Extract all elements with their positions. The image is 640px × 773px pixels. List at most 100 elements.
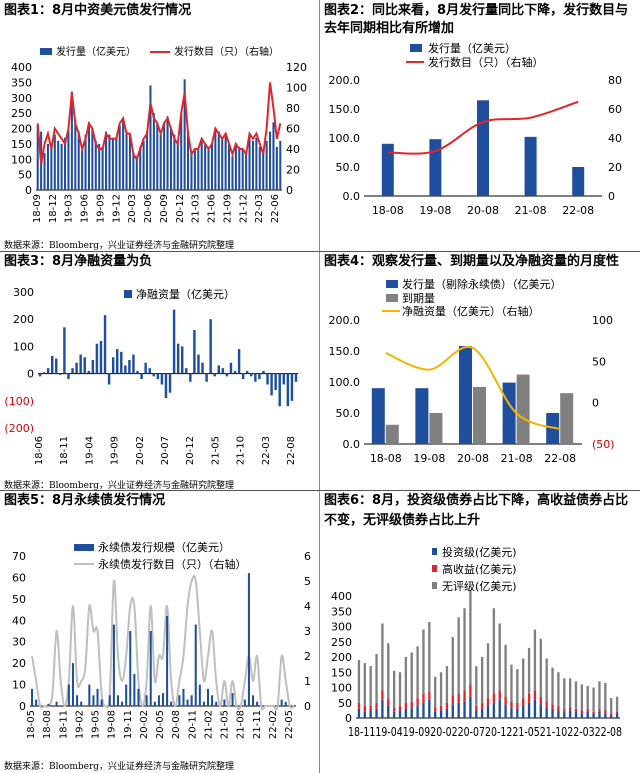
bar [125,131,128,190]
bar [459,346,472,444]
bar-segment [557,672,560,706]
legend-label: 发行数目（只）（右轴） [174,45,279,58]
x-tick-label: 20-11 [187,710,198,739]
bar [77,131,80,190]
bar [477,100,489,196]
bar [156,373,160,380]
bar [136,370,139,374]
y-tick-label: 100.0 [329,132,361,145]
bar [55,701,58,706]
bar-segment [510,664,513,702]
bar [266,373,269,385]
bar [516,374,530,444]
bar [265,140,268,190]
bar-segment [498,690,501,700]
bar [116,349,119,374]
bar [282,373,285,385]
bar [67,684,70,706]
y2-tick-label: 20 [286,164,300,177]
bar-segment [539,704,542,718]
bar-segment [504,696,507,705]
bar-segment [369,710,372,718]
bar-segment [533,690,537,700]
y-tick-label: 30 [12,636,26,649]
y-tick-label: 350 [11,76,32,89]
bar [75,362,78,374]
bar [139,146,142,190]
y-tick-label: 60 [12,571,26,584]
legend-swatch-bar [74,544,94,551]
bar [173,134,176,190]
bar [228,143,231,190]
x-tick-label: 20-09 [159,194,170,223]
bar-segment [527,647,531,694]
bar-segment [498,699,501,718]
y-tick-label: 150.0 [329,345,361,358]
bar-segment [398,705,402,711]
x-tick-label: 19-12 [111,194,122,223]
legend-label: 发行数目（只）（右轴） [428,55,544,69]
x-tick-label: 20-05 [155,710,166,739]
bar [153,701,156,706]
bar-segment [522,658,525,699]
bar [43,153,46,190]
bar-segment [615,711,619,714]
bar [92,695,95,706]
bar [91,360,95,374]
bar [238,146,241,190]
bar [144,362,147,374]
y-tick-label: 100.0 [329,376,361,389]
bar-segment [387,643,390,699]
bar [142,140,145,190]
bar [294,373,298,382]
bar [38,373,42,377]
y2-tick-label: 40 [286,143,300,156]
bar [101,146,104,190]
y-tick-label: 250 [331,636,352,649]
x-tick-label: 18-08 [372,204,404,217]
bar [185,368,188,374]
bar [140,373,143,380]
bar-segment [527,693,531,703]
bar-segment [516,669,519,703]
y2-tick-label: 0 [286,184,293,197]
bar-segment [457,693,460,703]
legend-label: 永续债发行数目（只）（右轴） [98,557,247,571]
bar-segment [434,676,437,708]
y-tick-label: 200.0 [329,314,361,327]
chart-net-financing: (200) (100) 0 100 200 300 18-06 18-11 19-04 19-09… [4,286,298,465]
bar-segment [357,660,361,703]
bar [111,137,114,190]
panel2-title-line1: 图表2：同比来看，8月发行量同比下降，发行数目与 [324,3,629,18]
bar [215,701,218,706]
bar [122,119,125,190]
x-tick-label: 20-06 [143,194,154,223]
legend-swatch-bar [386,294,398,302]
bar-segment [604,713,607,718]
bar [146,131,149,190]
legend-swatch-bar [124,290,132,298]
bar [112,624,115,706]
x-tick-label: 19-02 [74,710,85,739]
bar [224,134,227,190]
y-tick-label: 150 [11,138,32,151]
panel1-title: 图表1：8月中资美元债发行情况 [4,3,192,18]
bar [234,143,237,190]
y2-tick-label: (50) [592,438,615,451]
bar [204,143,207,190]
series-line [387,100,579,155]
bar [181,346,184,374]
bar [51,355,54,374]
x-tick-label: 18-11 [58,710,69,739]
bar [115,137,118,190]
bar [36,125,39,190]
bar [210,143,213,190]
bar-segment [557,705,560,711]
bar-segment [545,658,548,702]
bar-segment [504,704,507,718]
source-note-2: 数据来源：Bloomberg，兴业证券经济与金融研究院整理 [4,481,235,491]
bar [169,128,172,190]
bar-segment [516,708,519,718]
x-tick-labels: 18-1119-0419-0920-0220-0720-1221-0521-10… [348,725,622,739]
bar [84,134,87,190]
